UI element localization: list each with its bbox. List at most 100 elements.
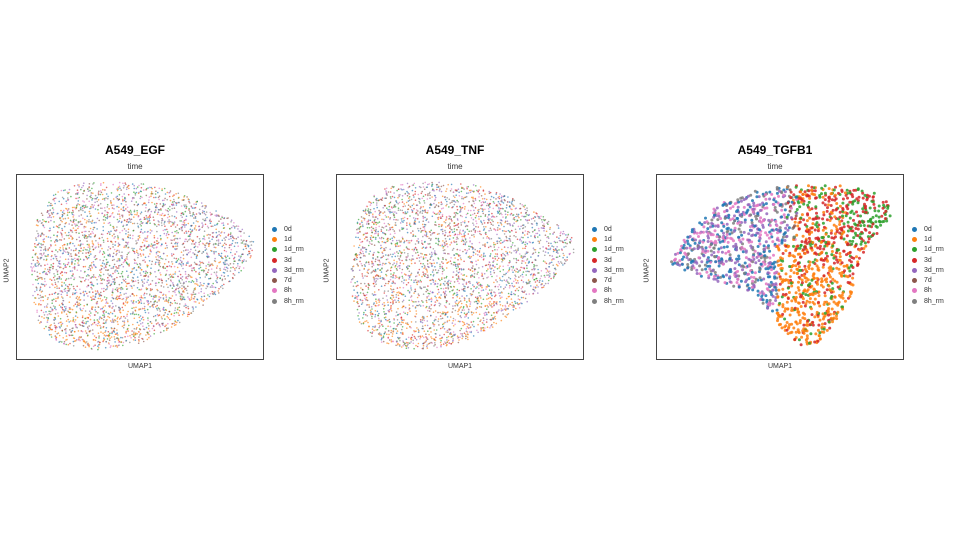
scatter-point <box>401 326 404 328</box>
scatter-point <box>180 214 182 217</box>
scatter-point <box>54 330 57 333</box>
scatter-point <box>392 296 395 299</box>
scatter-point <box>413 301 415 303</box>
scatter-point <box>61 229 64 232</box>
scatter-point <box>127 274 129 277</box>
scatter-point <box>442 245 445 248</box>
scatter-point <box>565 234 567 236</box>
scatter-point <box>426 344 428 346</box>
scatter-point <box>68 321 70 323</box>
scatter-point <box>136 213 138 216</box>
scatter-point <box>177 312 180 314</box>
scatter-point <box>91 284 94 286</box>
scatter-point <box>176 287 178 290</box>
scatter-point <box>439 216 442 218</box>
scatter-point <box>121 276 124 278</box>
scatter-point <box>132 299 135 302</box>
scatter-point <box>72 209 74 212</box>
scatter-point <box>82 291 84 294</box>
scatter-point <box>80 243 82 245</box>
scatter-point <box>211 263 213 266</box>
scatter-point <box>444 229 446 232</box>
scatter-point <box>137 192 140 195</box>
scatter-point <box>122 200 124 202</box>
scatter-point <box>485 312 488 314</box>
scatter-point <box>116 252 118 255</box>
scatter-point <box>86 258 89 260</box>
scatter-point <box>455 299 458 302</box>
scatter-point <box>433 304 436 307</box>
scatter-point <box>39 272 41 275</box>
scatter-point <box>197 284 199 287</box>
scatter-point <box>409 215 411 217</box>
scatter-point <box>112 243 114 246</box>
scatter-point <box>496 205 499 207</box>
scatter-point <box>99 341 101 344</box>
scatter-point <box>57 297 59 300</box>
scatter-point <box>180 205 183 207</box>
scatter-point <box>100 317 102 319</box>
scatter-point <box>452 264 455 266</box>
scatter-point <box>233 257 235 260</box>
scatter-point <box>50 258 52 261</box>
scatter-point <box>116 188 118 190</box>
scatter-point <box>181 229 183 232</box>
scatter-point <box>515 236 517 238</box>
scatter-point <box>55 249 57 251</box>
scatter-point <box>81 252 84 254</box>
scatter-point <box>171 263 174 265</box>
scatter-point <box>462 243 465 246</box>
scatter-point <box>100 267 103 270</box>
scatter-point <box>473 285 475 288</box>
scatter-point <box>391 298 393 301</box>
scatter-point <box>168 310 170 313</box>
scatter-point <box>71 260 73 263</box>
scatter-point <box>60 189 63 192</box>
scatter-point <box>392 276 394 279</box>
scatter-point <box>122 297 125 300</box>
scatter-point <box>119 317 122 319</box>
scatter-point <box>188 207 190 210</box>
scatter-point <box>108 334 111 336</box>
scatter-point <box>92 298 95 300</box>
scatter-point <box>126 243 129 245</box>
scatter-point <box>201 299 203 301</box>
scatter-point <box>160 331 162 334</box>
scatter-point <box>97 312 99 314</box>
scatter-point <box>103 316 105 318</box>
scatter-point <box>203 237 206 239</box>
scatter-point <box>472 222 474 224</box>
scatter-point <box>165 327 168 329</box>
scatter-point <box>231 254 234 257</box>
scatter-point <box>143 305 146 308</box>
scatter-point <box>369 250 371 253</box>
scatter-point <box>210 249 212 252</box>
scatter-point <box>395 301 397 303</box>
scatter-point <box>120 254 122 257</box>
scatter-point <box>221 256 223 259</box>
scatter-point <box>544 254 546 257</box>
scatter-point <box>377 199 379 202</box>
scatter-point <box>76 192 78 194</box>
scatter-point <box>80 209 82 211</box>
scatter-point <box>195 277 197 280</box>
scatter-point <box>539 239 542 242</box>
scatter-point <box>90 233 92 235</box>
scatter-point <box>144 240 146 242</box>
scatter-point <box>179 237 181 240</box>
scatter-point <box>110 336 113 338</box>
scatter-point <box>202 304 204 306</box>
scatter-point <box>65 320 68 322</box>
scatter-point <box>457 341 460 344</box>
scatter-point <box>403 252 406 254</box>
scatter-point <box>237 262 239 265</box>
scatter-point <box>193 269 196 271</box>
scatter-point <box>50 264 52 266</box>
scatter-point <box>215 250 217 253</box>
scatter-point <box>403 241 405 244</box>
scatter-point <box>488 289 491 291</box>
legend: 0d 1d 1d_rm 3d 3d_rm 7d 8h 8h_rm <box>272 224 320 306</box>
scatter-point <box>146 266 149 268</box>
scatter-point <box>139 223 141 226</box>
scatter-point <box>53 279 56 281</box>
